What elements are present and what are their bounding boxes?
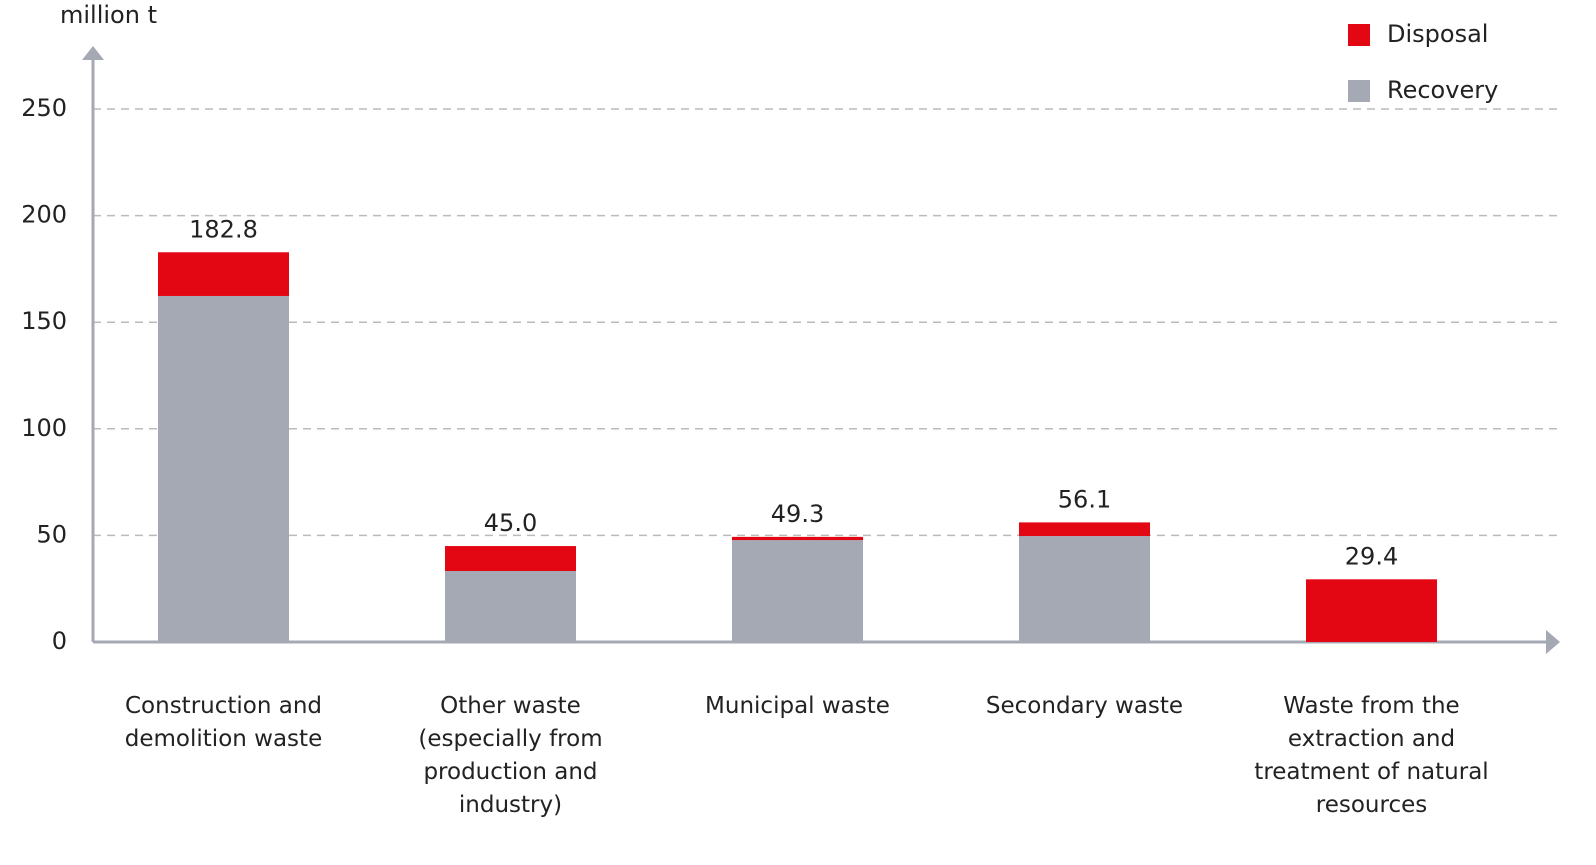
bar-segment (445, 546, 576, 572)
total-label: 45.0 (484, 509, 537, 537)
y-tick-label: 0 (52, 627, 67, 655)
bar-segment (1019, 522, 1150, 537)
bar-segment (732, 536, 863, 541)
x-tick-label: Other waste (especially from production … (418, 693, 603, 818)
bar-segment (1306, 579, 1437, 642)
total-label: 29.4 (1345, 542, 1398, 570)
bar-segment (1019, 536, 1150, 642)
y-tick-label: 100 (21, 414, 67, 442)
y-axis-label: million t (60, 1, 157, 29)
y-tick-label: 250 (21, 94, 67, 122)
legend-label: Disposal (1387, 20, 1488, 48)
bar-segment (732, 540, 863, 642)
y-tick-label: 150 (21, 307, 67, 335)
legend-swatch (1348, 24, 1370, 46)
legend-label: Recovery (1387, 76, 1498, 104)
total-label: 182.8 (189, 215, 258, 243)
y-tick-label: 200 (21, 201, 67, 229)
total-label: 56.1 (1058, 485, 1111, 513)
bar-segment (158, 252, 289, 296)
legend-swatch (1348, 80, 1370, 102)
x-tick-label: Municipal waste (705, 693, 890, 719)
x-tick-label: Construction and demolition waste (124, 693, 323, 752)
x-axis-arrow (1546, 630, 1560, 654)
y-tick-label: 50 (36, 520, 67, 548)
bar-segment (158, 295, 289, 642)
bar-segment (445, 571, 576, 642)
total-label: 49.3 (771, 500, 824, 528)
x-tick-label: Secondary waste (985, 693, 1184, 719)
x-tick-label: Waste from the extraction and treatment … (1254, 693, 1489, 818)
y-axis-arrow (82, 46, 104, 60)
